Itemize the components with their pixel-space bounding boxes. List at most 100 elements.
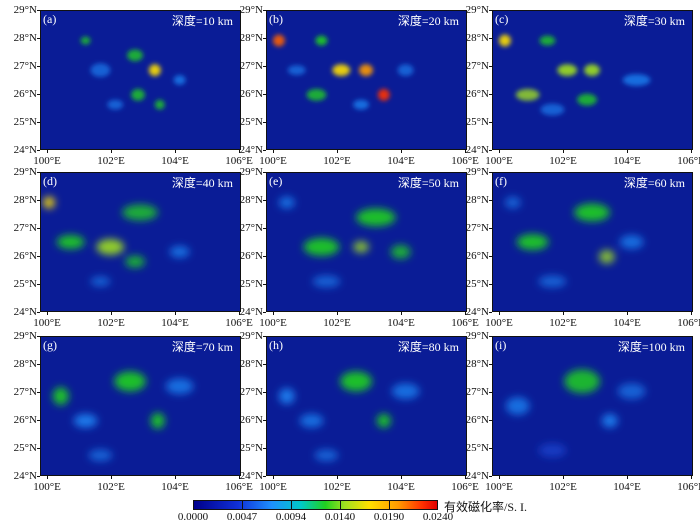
y-tick-label: 24°N <box>13 470 37 482</box>
x-tick-label: 100°E <box>259 481 287 493</box>
y-tick-mark <box>263 150 266 151</box>
anomaly-blob <box>169 245 190 258</box>
anomaly-blob <box>56 235 85 249</box>
anomaly-blob <box>515 88 540 101</box>
x-tick-label: 104°E <box>387 481 415 493</box>
y-tick-label: 28°N <box>13 194 37 206</box>
y-tick-mark <box>489 312 492 313</box>
y-tick-mark <box>37 256 40 257</box>
y-tick-label: 29°N <box>239 4 263 16</box>
x-tick-mark <box>239 150 240 153</box>
anomaly-blob <box>617 383 646 400</box>
x-tick-mark <box>465 312 466 315</box>
y-tick-label: 28°N <box>239 32 263 44</box>
y-tick-label: 27°N <box>239 386 263 398</box>
y-tick-mark <box>263 284 266 285</box>
anomaly-blob <box>312 275 341 288</box>
y-tick-mark <box>489 94 492 95</box>
y-tick-label: 25°N <box>465 278 489 290</box>
anomaly-blob <box>505 397 530 415</box>
y-tick-mark <box>489 200 492 201</box>
x-tick-mark <box>465 150 466 153</box>
x-tick-mark <box>175 476 176 479</box>
panel-letter: (h) <box>269 338 283 352</box>
y-tick-mark <box>263 312 266 313</box>
y-tick-mark <box>263 94 266 95</box>
y-tick-mark <box>263 256 266 257</box>
y-tick-label: 25°N <box>465 442 489 454</box>
y-tick-label: 27°N <box>239 222 263 234</box>
y-tick-mark <box>37 200 40 201</box>
x-tick-label: 100°E <box>259 317 287 329</box>
anomaly-blob <box>127 49 143 62</box>
y-tick-label: 27°N <box>239 60 263 72</box>
anomaly-blob <box>538 275 567 288</box>
anomaly-blob <box>601 413 618 428</box>
anomaly-blob <box>165 378 194 395</box>
x-tick-label: 102°E <box>323 155 351 167</box>
anomaly-blob <box>390 244 411 259</box>
x-tick-mark <box>401 150 402 153</box>
y-tick-mark <box>489 256 492 257</box>
depth-label: 深度=70 km <box>171 340 233 354</box>
y-tick-mark <box>263 38 266 39</box>
y-tick-mark <box>37 476 40 477</box>
anomaly-blob <box>80 36 91 45</box>
panel-letter: (f) <box>495 174 507 188</box>
colorbar-tick-mark <box>291 500 292 510</box>
x-tick-label: 102°E <box>323 317 351 329</box>
x-tick-mark <box>563 150 564 153</box>
x-tick-label: 102°E <box>97 155 125 167</box>
anomaly-blob <box>391 383 420 400</box>
magnetization-map <box>266 172 467 312</box>
anomaly-blob <box>504 196 521 209</box>
anomaly-blob <box>154 99 165 110</box>
x-tick-label: 100°E <box>33 155 61 167</box>
depth-label: 深度=50 km <box>397 176 459 190</box>
panel-letter: (e) <box>269 174 283 188</box>
y-tick-label: 28°N <box>239 194 263 206</box>
map-panel: (b) 深度=20 km 29°N 28°N 27°N 26°N 25°N 24°N 100°E… <box>240 5 479 168</box>
x-tick-mark <box>499 476 500 479</box>
y-tick-mark <box>489 66 492 67</box>
x-tick-label: 106°E <box>451 317 479 329</box>
y-tick-mark <box>489 364 492 365</box>
x-tick-label: 106°E <box>225 317 253 329</box>
magnetization-map <box>492 10 693 150</box>
y-tick-mark <box>37 94 40 95</box>
anomaly-blob <box>148 64 161 77</box>
x-tick-label: 104°E <box>161 481 189 493</box>
anomaly-blob <box>306 88 327 101</box>
anomaly-blob <box>90 276 111 287</box>
y-tick-label: 25°N <box>239 442 263 454</box>
anomaly-blob <box>73 413 98 428</box>
y-tick-mark <box>37 66 40 67</box>
magnetization-map <box>492 172 693 312</box>
anomaly-blob <box>287 65 306 76</box>
map-panel: (e) 深度=50 km 29°N 28°N 27°N 26°N 25°N 24°N 100°E… <box>240 167 479 330</box>
y-tick-mark <box>37 448 40 449</box>
anomaly-blob <box>42 196 55 209</box>
anomaly-blob <box>107 99 124 110</box>
panel-letter: (c) <box>495 12 509 26</box>
colorbar-tick-mark <box>389 500 390 510</box>
y-tick-label: 29°N <box>239 166 263 178</box>
x-tick-mark <box>627 312 628 315</box>
x-tick-mark <box>337 150 338 153</box>
depth-label: 深度=60 km <box>623 176 685 190</box>
y-tick-label: 28°N <box>465 358 489 370</box>
panel-letter: (g) <box>43 338 57 352</box>
y-tick-label: 27°N <box>465 386 489 398</box>
x-tick-mark <box>627 476 628 479</box>
anomaly-blob <box>516 234 549 250</box>
y-tick-label: 28°N <box>13 358 37 370</box>
y-tick-label: 27°N <box>13 60 37 72</box>
y-tick-mark <box>263 392 266 393</box>
x-tick-mark <box>273 150 274 153</box>
y-tick-label: 27°N <box>465 222 489 234</box>
x-tick-label: 102°E <box>323 481 351 493</box>
x-tick-label: 102°E <box>549 481 577 493</box>
anomaly-blob <box>340 371 372 392</box>
x-tick-label: 102°E <box>97 317 125 329</box>
map-panel: (h) 深度=80 km 29°N 28°N 27°N 26°N 25°N 24°N 100°E… <box>240 331 479 494</box>
